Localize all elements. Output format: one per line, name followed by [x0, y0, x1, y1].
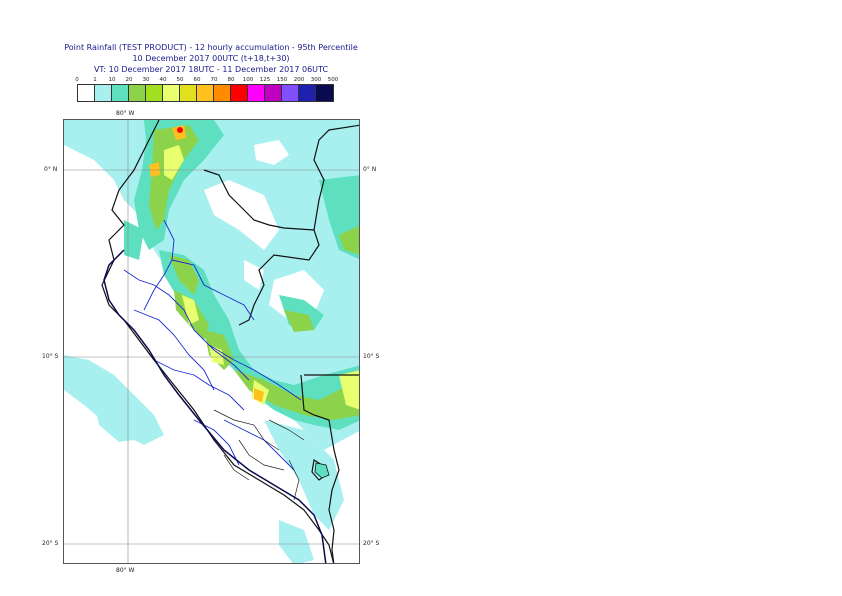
legend-swatch [95, 85, 112, 101]
legend-swatch [282, 85, 299, 101]
title-line-1: Point Rainfall (TEST PRODUCT) - 12 hourl… [64, 43, 358, 52]
legend-tick-label: 125 [259, 77, 271, 83]
lake-titicaca [314, 462, 330, 479]
rain-peak [177, 127, 183, 133]
lon-label-bottom: 80° W [116, 567, 135, 574]
legend-tick-label: 10 [108, 77, 116, 83]
legend-colorbar [77, 84, 334, 102]
legend-swatch [265, 85, 282, 101]
legend-tick-label: 80 [227, 77, 235, 83]
legend-tick-label: 500 [327, 77, 339, 83]
legend-tick-label: 40 [159, 77, 167, 83]
lat-label-0-left: 0° N [44, 166, 58, 173]
legend-swatch [316, 85, 333, 101]
lat-label-0-right: 0° N [363, 166, 377, 173]
legend-tick-label: 50 [176, 77, 184, 83]
lat-label-10s-right: 10° S [363, 353, 380, 360]
legend-tick-label: 200 [293, 77, 305, 83]
legend-tick-label: 100 [242, 77, 254, 83]
legend-swatch [163, 85, 180, 101]
country-borders [101, 120, 359, 563]
legend-tick-label: 1 [93, 77, 97, 83]
legend-tick-label: 70 [210, 77, 218, 83]
legend-tick-label: 20 [125, 77, 133, 83]
map-frame [63, 119, 360, 564]
legend-tick-label: 0 [75, 77, 79, 83]
lat-label-10s-left: 10° S [42, 353, 59, 360]
legend-swatch [146, 85, 163, 101]
legend-swatch [180, 85, 197, 101]
legend-tick-label: 300 [310, 77, 322, 83]
lat-label-20s-right: 20° S [363, 540, 380, 547]
legend-swatch [214, 85, 231, 101]
legend-swatch [78, 85, 95, 101]
legend-tick-label: 60 [193, 77, 201, 83]
legend-swatch [231, 85, 248, 101]
legend-tick-label: 150 [276, 77, 288, 83]
lon-label-top: 80° W [116, 110, 135, 117]
province-borders [213, 409, 305, 501]
legend-swatch [248, 85, 265, 101]
legend-swatch [129, 85, 146, 101]
legend-swatch [197, 85, 214, 101]
rain-20-30mm [149, 125, 359, 420]
legend-tick-label: 30 [142, 77, 150, 83]
graticule [64, 120, 359, 563]
title-line-2: 10 December 2017 00UTC (t+18,t+30) [132, 54, 290, 63]
legend-swatch [299, 85, 316, 101]
rainfall-map [64, 120, 359, 563]
lat-label-20s-left: 20° S [42, 540, 59, 547]
coastline [103, 249, 327, 563]
legend-swatch [112, 85, 129, 101]
no-rain-gaps [202, 140, 324, 345]
title-line-3: VT: 10 December 2017 18UTC - 11 December… [93, 65, 329, 74]
